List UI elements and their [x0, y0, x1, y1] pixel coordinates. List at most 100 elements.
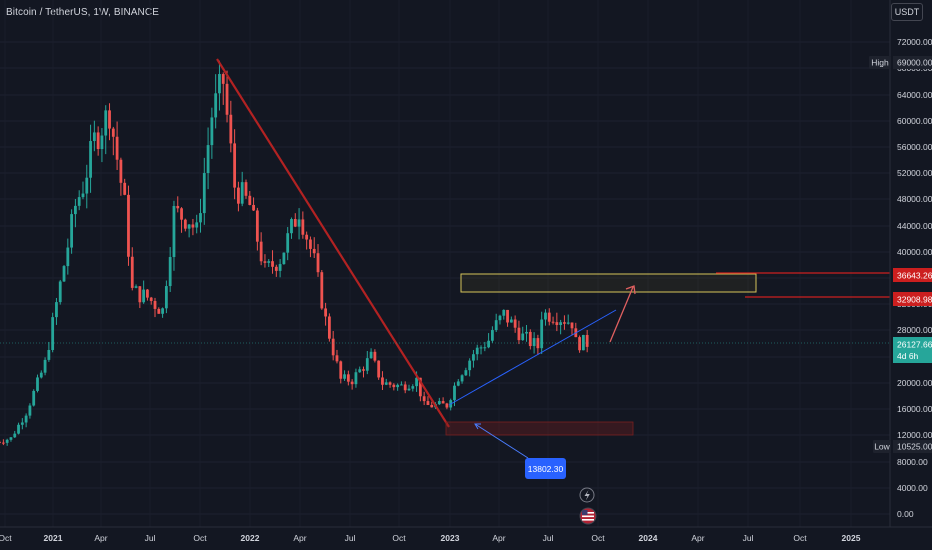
candle — [460, 374, 464, 384]
high-tag-title: High — [871, 58, 889, 68]
candle — [464, 367, 468, 377]
candle — [536, 334, 540, 355]
candle — [320, 269, 324, 310]
lightning-event-icon[interactable] — [579, 487, 595, 503]
candle — [574, 322, 578, 338]
projection-arrow-line[interactable] — [609, 286, 634, 343]
level-tag-2-value: 32908.98 — [897, 295, 932, 305]
candle — [206, 127, 210, 190]
time-tick-label: Apr — [691, 533, 704, 543]
candle — [335, 349, 339, 364]
candle — [153, 297, 157, 318]
candle — [191, 218, 195, 236]
candle — [100, 128, 104, 163]
candle — [248, 191, 252, 206]
candle — [479, 345, 483, 355]
candle — [20, 418, 24, 430]
price-tick-label: 28000.00 — [897, 325, 932, 335]
candle — [544, 309, 547, 326]
candles — [0, 60, 589, 446]
candle — [36, 374, 39, 393]
candle — [32, 389, 36, 407]
low-tag-value: 10525.00 — [897, 442, 932, 452]
candle — [316, 244, 320, 277]
time-tick-label: Oct — [193, 533, 207, 543]
candle — [24, 413, 28, 428]
candle — [66, 238, 70, 275]
candle — [483, 341, 487, 352]
candle — [43, 357, 47, 376]
support-zone[interactable] — [445, 421, 634, 436]
level-tag-2: 32908.98 — [893, 292, 932, 306]
candle — [0, 440, 1, 445]
candle — [540, 311, 544, 355]
candle — [551, 316, 555, 325]
time-tick-label: Apr — [492, 533, 505, 543]
resistance-zone[interactable] — [460, 273, 757, 293]
candle — [521, 326, 525, 341]
candle — [339, 360, 343, 384]
candle — [472, 349, 475, 368]
candle — [566, 314, 570, 325]
price-tick-label: 44000.00 — [897, 221, 932, 231]
candle — [259, 232, 263, 266]
red-downtrend-line[interactable] — [216, 58, 450, 428]
candle — [271, 250, 274, 274]
time-tick-label: 2023 — [441, 533, 460, 543]
candle — [142, 280, 146, 304]
candle — [324, 302, 327, 326]
candle — [252, 197, 255, 212]
candle — [9, 437, 13, 442]
candle — [445, 402, 449, 410]
callout-box[interactable]: 13802.30 — [525, 458, 566, 479]
candle — [350, 379, 354, 390]
candle — [365, 351, 369, 375]
candle — [195, 214, 199, 234]
candle — [127, 185, 130, 266]
candle — [5, 438, 9, 446]
candle — [559, 319, 563, 335]
time-tick-label: Jul — [345, 533, 356, 543]
time-tick-label: Jul — [543, 533, 554, 543]
candle — [407, 384, 411, 391]
candle — [377, 360, 381, 380]
candle — [58, 279, 62, 305]
candle — [578, 335, 581, 353]
candle — [297, 208, 301, 240]
candle — [229, 100, 233, 153]
candle — [111, 126, 115, 156]
symbol-title: Bitcoin / TetherUS, 1W, BINANCE — [6, 7, 159, 18]
candle — [282, 252, 286, 265]
candle — [468, 358, 472, 377]
candle — [55, 297, 58, 325]
candle — [130, 247, 134, 291]
candle — [115, 121, 119, 170]
candle — [513, 315, 517, 333]
low-tag: Low 10525.00 — [873, 440, 932, 453]
time-tick-label: Oct — [392, 533, 406, 543]
candle — [278, 259, 282, 278]
candle — [237, 181, 240, 212]
time-tick-label: Oct — [0, 533, 12, 543]
candle — [104, 105, 108, 155]
candle — [290, 217, 293, 239]
candle — [164, 280, 168, 314]
price-tick-label: 64000.00 — [897, 90, 932, 100]
candle — [456, 379, 460, 387]
blue-uptrend-line[interactable] — [448, 309, 617, 406]
candle — [168, 247, 172, 293]
us-flag-event-icon[interactable] — [579, 507, 597, 525]
level-tag-1-value: 36643.26 — [897, 271, 932, 281]
candle — [202, 157, 206, 225]
candle — [39, 370, 43, 379]
candle — [255, 207, 259, 251]
candle — [47, 341, 51, 362]
candle — [563, 315, 566, 330]
currency-button[interactable]: USDT — [891, 3, 923, 21]
candle — [525, 324, 528, 342]
candle — [1, 439, 5, 446]
candle — [51, 312, 55, 353]
candle — [13, 430, 17, 438]
time-tick-label: Apr — [293, 533, 306, 543]
